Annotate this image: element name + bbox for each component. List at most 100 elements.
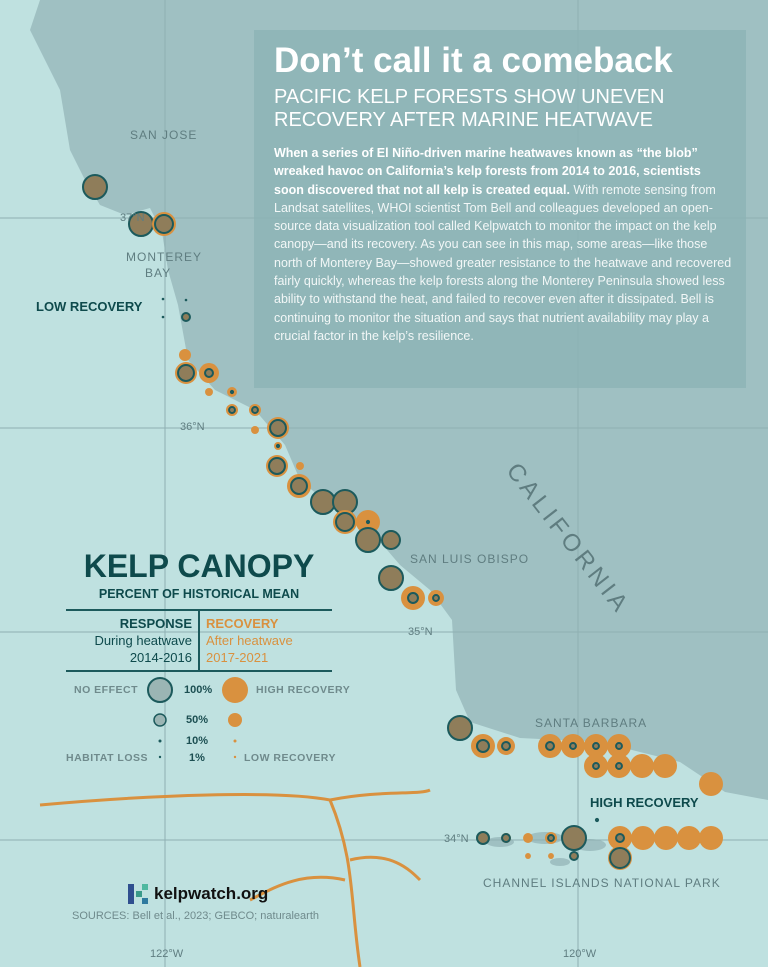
response-circle [609, 847, 631, 869]
legend-recovery-50 [228, 713, 242, 727]
label-santa-barbara: SANTA BARBARA [535, 716, 648, 730]
response-line2: 2014-2016 [129, 650, 192, 665]
response-circle [476, 831, 490, 845]
label-san-jose: SAN JOSE [130, 128, 198, 142]
legend-response-50 [153, 713, 167, 727]
response-circle [378, 565, 404, 591]
coord-122w: 122°W [150, 948, 184, 960]
kelp-sites [82, 174, 723, 870]
legend-level-10: 10% [186, 735, 209, 747]
recovery-circle [296, 462, 304, 470]
response-circle [268, 457, 286, 475]
legend-recovery: RECOVERY After heatwave 2017-2021 [200, 611, 332, 670]
legend-recovery-10 [233, 739, 237, 743]
response-circle [365, 519, 371, 525]
response-circle [501, 741, 511, 751]
intro-bold: When a series of El Niño-driven marine h… [274, 146, 701, 197]
title-panel: Don’t call it a comeback PACIFIC KELP FO… [254, 30, 746, 388]
coord-36n: 36°N [180, 421, 205, 433]
legend-symbols [147, 677, 248, 759]
kelpwatch-logo[interactable]: kelpwatch.org [128, 884, 268, 904]
recovery-circle [548, 853, 554, 859]
response-circle [161, 315, 165, 319]
response-circle [204, 368, 214, 378]
response-circle [476, 739, 490, 753]
recovery-head: RECOVERY [206, 616, 279, 631]
recovery-circle [251, 426, 259, 434]
label-bay: BAY [145, 266, 172, 280]
response-head: RESPONSE [119, 616, 192, 631]
page-subtitle: PACIFIC KELP FORESTS SHOW UNEVEN RECOVER… [274, 86, 665, 131]
response-circle [269, 419, 287, 437]
intro-text: When a series of El Niño-driven marine h… [274, 144, 734, 345]
response-circle [229, 389, 235, 395]
response-circle [275, 443, 281, 449]
response-circle [615, 833, 625, 843]
recovery-line1: After heatwave [206, 633, 293, 648]
page-title: Don’t call it a comeback [274, 41, 673, 80]
legend: KELP CANOPY PERCENT OF HISTORICAL MEAN R… [66, 548, 332, 672]
legend-level-1: 1% [189, 752, 205, 764]
response-circle [592, 762, 600, 770]
legend-columns: RESPONSE During heatwave 2014-2016 RECOV… [66, 609, 332, 672]
response-circle [82, 174, 108, 200]
kelpwatch-logo-icon [128, 884, 148, 904]
kelpwatch-link[interactable]: kelpwatch.org [154, 884, 269, 903]
response-circle [615, 762, 623, 770]
legend-response-100 [147, 677, 173, 703]
label-monterey: MONTEREY [126, 250, 203, 264]
legend-low-recovery: LOW RECOVERY [244, 752, 336, 764]
response-circle [545, 741, 555, 751]
legend-level-100: 100% [184, 684, 213, 696]
response-circle [569, 851, 579, 861]
recovery-circle [525, 853, 531, 859]
recovery-circle [654, 826, 678, 850]
recovery-circle [630, 754, 654, 778]
recovery-circle [205, 388, 213, 396]
response-circle [161, 297, 165, 301]
legend-recovery-1 [233, 755, 237, 759]
response-circle [290, 477, 308, 495]
response-circle [592, 742, 600, 750]
sources-credit: SOURCES: Bell et al., 2023; GEBCO; natur… [72, 910, 320, 922]
region-high-recovery: HIGH RECOVERY [590, 795, 699, 810]
response-circle [407, 592, 419, 604]
response-circle [432, 594, 440, 602]
recovery-circle [653, 754, 677, 778]
coord-37n: 37°N [120, 212, 145, 224]
recovery-circle [699, 826, 723, 850]
region-low-recovery: LOW RECOVERY [36, 299, 143, 314]
response-circle [561, 825, 587, 851]
response-circle [184, 298, 188, 302]
legend-no-effect: NO EFFECT [74, 684, 138, 696]
label-slo: SAN LUIS OBISPO [410, 552, 530, 566]
intro-rest: With remote sensing from Landsat satelli… [274, 182, 732, 343]
recovery-circle [677, 826, 701, 850]
response-line1: During heatwave [94, 633, 192, 648]
legend-high-recovery: HIGH RECOVERY [256, 684, 351, 696]
response-circle [310, 489, 336, 515]
recovery-circle [631, 826, 655, 850]
legend-response-10 [158, 739, 162, 743]
legend-response-1 [158, 755, 162, 759]
legend-response: RESPONSE During heatwave 2014-2016 [66, 611, 200, 670]
recovery-circle [699, 772, 723, 796]
response-circle [335, 512, 355, 532]
legend-recovery-100 [222, 677, 248, 703]
legend-title: KELP CANOPY [83, 548, 315, 584]
response-circle [181, 312, 191, 322]
response-circle [228, 406, 236, 414]
legend-subtitle: PERCENT OF HISTORICAL MEAN [98, 587, 300, 601]
coord-35n: 35°N [408, 626, 433, 638]
recovery-circle [523, 833, 533, 843]
recovery-circle [179, 349, 191, 361]
coord-120w: 120°W [563, 948, 597, 960]
response-circle [154, 214, 174, 234]
legend-level-50: 50% [186, 714, 209, 726]
response-circle [615, 742, 623, 750]
recovery-line2: 2017-2021 [206, 650, 269, 665]
response-circle [501, 833, 511, 843]
response-circle [569, 742, 577, 750]
response-circle [177, 364, 195, 382]
